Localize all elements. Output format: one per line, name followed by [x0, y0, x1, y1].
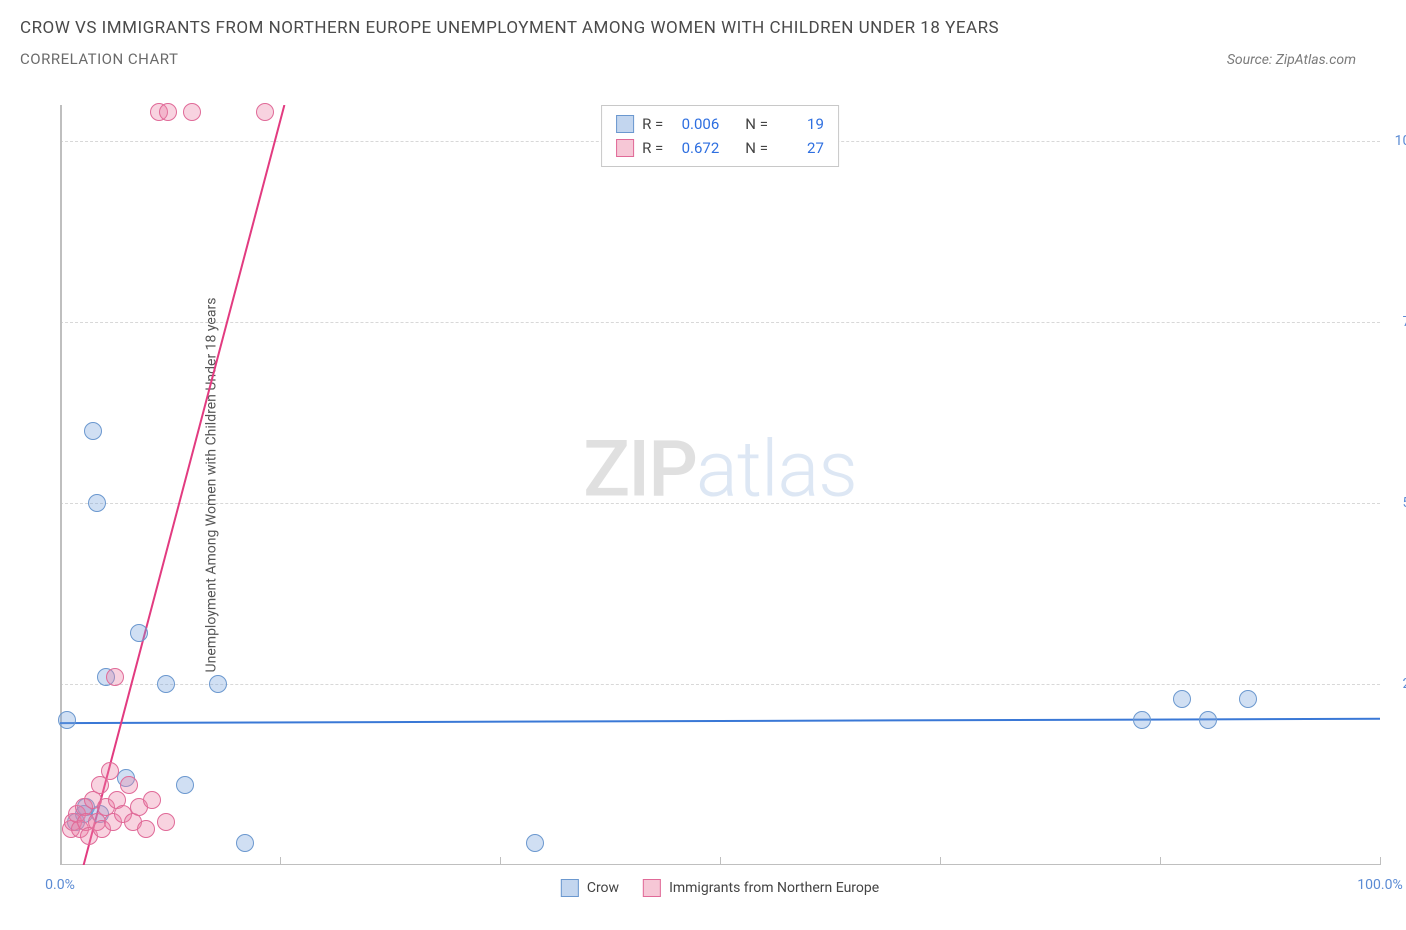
stats-row-crow: R = 0.006 N = 19: [616, 112, 824, 136]
y-tick-label: 100.0%: [1395, 133, 1406, 149]
data-point: [183, 103, 201, 121]
y-tick-label: 75.0%: [1402, 314, 1406, 330]
legend-swatch-crow: [561, 879, 579, 897]
chart-title: CROW VS IMMIGRANTS FROM NORTHERN EUROPE …: [20, 18, 1386, 38]
y-tick-label: 50.0%: [1402, 495, 1406, 511]
stat-n-label: N =: [745, 112, 768, 136]
data-point: [209, 675, 227, 693]
data-point: [1239, 690, 1257, 708]
data-point: [157, 675, 175, 693]
data-point: [1199, 711, 1217, 729]
data-point: [159, 103, 177, 121]
stat-r-immigrants: 0.672: [671, 136, 719, 160]
chart-area: Unemployment Among Women with Children U…: [60, 105, 1380, 865]
x-axis-line: [60, 864, 1380, 865]
watermark: ZIPatlas: [583, 424, 857, 515]
trend-line: [80, 105, 285, 865]
legend-item-immigrants: Immigrants from Northern Europe: [643, 879, 879, 897]
swatch-immigrants: [616, 139, 634, 157]
gridline: [60, 322, 1380, 323]
x-tick: [1380, 857, 1381, 865]
data-point: [120, 776, 138, 794]
gridline: [60, 503, 1380, 504]
data-point: [137, 820, 155, 838]
legend-swatch-immigrants: [643, 879, 661, 897]
data-point: [256, 103, 274, 121]
swatch-crow: [616, 115, 634, 133]
data-point: [1173, 690, 1191, 708]
stat-r-label: R =: [642, 136, 663, 160]
watermark-atlas: atlas: [696, 424, 857, 515]
stat-r-crow: 0.006: [671, 112, 719, 136]
legend-label-immigrants: Immigrants from Northern Europe: [669, 880, 879, 896]
legend-item-crow: Crow: [561, 879, 619, 897]
chart-header: CROW VS IMMIGRANTS FROM NORTHERN EUROPE …: [0, 0, 1406, 68]
data-point: [106, 668, 124, 686]
legend-label-crow: Crow: [587, 880, 619, 896]
y-axis-label: Unemployment Among Women with Children U…: [203, 298, 219, 673]
stat-n-label: N =: [745, 136, 768, 160]
watermark-zip: ZIP: [583, 424, 696, 515]
y-axis-line: [60, 105, 62, 865]
data-point: [526, 834, 544, 852]
trend-lines: [60, 105, 1380, 865]
chart-subtitle: CORRELATION CHART: [20, 50, 178, 68]
data-point: [1133, 711, 1151, 729]
source-attribution: Source: ZipAtlas.com: [1227, 52, 1356, 68]
stat-r-label: R =: [642, 112, 663, 136]
gridline: [60, 684, 1380, 685]
y-tick-label: 25.0%: [1402, 676, 1406, 692]
data-point: [236, 834, 254, 852]
stats-box: R = 0.006 N = 19 R = 0.672 N = 27: [601, 105, 839, 167]
trend-line: [60, 719, 1380, 723]
data-point: [88, 494, 106, 512]
data-point: [143, 791, 161, 809]
x-tick-label: 100.0%: [1357, 877, 1402, 893]
data-point: [157, 813, 175, 831]
x-tick-label: 0.0%: [45, 877, 75, 893]
data-point: [130, 624, 148, 642]
data-point: [84, 422, 102, 440]
legend: Crow Immigrants from Northern Europe: [561, 879, 879, 897]
data-point: [176, 776, 194, 794]
stat-n-crow: 19: [776, 112, 824, 136]
stats-row-immigrants: R = 0.672 N = 27: [616, 136, 824, 160]
data-point: [58, 711, 76, 729]
data-point: [101, 762, 119, 780]
stat-n-immigrants: 27: [776, 136, 824, 160]
